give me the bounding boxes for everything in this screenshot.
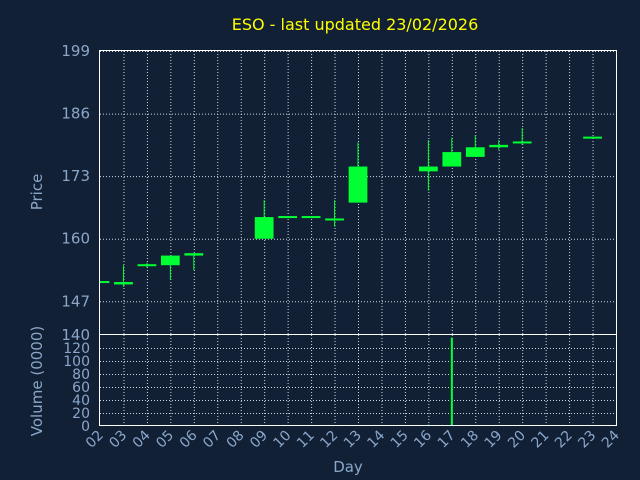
x-tick-label: 08 bbox=[224, 428, 248, 452]
candle-body bbox=[184, 253, 204, 256]
x-tick-label: 07 bbox=[200, 428, 224, 452]
x-tick-label: 18 bbox=[458, 428, 482, 452]
volume-tick-label: 80 bbox=[72, 367, 90, 383]
candle-body bbox=[278, 216, 298, 219]
candle-body bbox=[254, 217, 274, 239]
price-panel: 140 147 160 173 186 199 Price bbox=[28, 42, 617, 344]
candle-body bbox=[114, 282, 133, 285]
candle-body bbox=[512, 141, 532, 144]
x-tick-label: 24 bbox=[599, 427, 623, 451]
x-tick-label: 10 bbox=[271, 428, 295, 452]
x-tick-label: 22 bbox=[552, 428, 576, 452]
candle-body bbox=[100, 281, 110, 284]
x-tick-label: 21 bbox=[529, 428, 553, 452]
volume-axis-label: Volume (0000) bbox=[28, 326, 46, 436]
x-tick-label: 06 bbox=[177, 427, 201, 451]
volume-frame bbox=[99, 334, 617, 426]
x-tick-label: 11 bbox=[294, 428, 318, 452]
candle-body bbox=[465, 147, 485, 157]
x-tick-label: 03 bbox=[106, 428, 130, 452]
volume-bars bbox=[427, 337, 453, 426]
x-tick-label: 04 bbox=[130, 427, 154, 451]
volume-tick-label: 100 bbox=[63, 354, 90, 370]
x-tick-label: 17 bbox=[435, 428, 459, 452]
volume-tick-label: 120 bbox=[63, 341, 90, 357]
candle-body bbox=[442, 152, 462, 167]
candle-body bbox=[137, 264, 157, 267]
price-axis-label: Price bbox=[28, 174, 46, 211]
volume-bar bbox=[450, 337, 453, 426]
candle-body bbox=[583, 136, 602, 139]
price-y-ticks: 140 147 160 173 186 199 bbox=[61, 42, 90, 344]
volume-grid bbox=[100, 335, 616, 426]
x-tick-label: 19 bbox=[482, 428, 506, 452]
price-tick-label: 140 bbox=[61, 326, 90, 344]
candle-body bbox=[348, 166, 368, 203]
volume-tick-label: 40 bbox=[72, 393, 90, 409]
x-tick-label: 23 bbox=[575, 428, 599, 452]
candle-body bbox=[325, 218, 344, 221]
price-tick-label: 147 bbox=[61, 292, 90, 310]
x-tick-label: 05 bbox=[153, 428, 177, 452]
x-tick-label: 09 bbox=[247, 428, 271, 452]
candle-body bbox=[301, 216, 321, 219]
volume-tick-label: 0 bbox=[81, 419, 90, 435]
candle-body bbox=[160, 255, 180, 266]
candles bbox=[100, 128, 602, 287]
chart-title: ESO - last updated 23/02/2026 bbox=[232, 15, 479, 34]
price-tick-label: 186 bbox=[61, 105, 90, 123]
candle-body bbox=[418, 166, 438, 172]
x-tick-label: 15 bbox=[388, 428, 412, 452]
candle-body bbox=[489, 144, 509, 148]
x-tick-label: 20 bbox=[505, 428, 529, 452]
x-tick-label: 14 bbox=[364, 427, 388, 451]
price-tick-label: 173 bbox=[61, 167, 90, 185]
x-axis-ticks: 02 03 04 05 06 07 08 09 10 11 12 13 14 15 16 17 18 19 20 21… bbox=[83, 427, 623, 451]
x-tick-label: 13 bbox=[341, 428, 365, 452]
price-tick-label: 160 bbox=[61, 230, 90, 248]
x-tick-label: 16 bbox=[411, 427, 435, 451]
x-axis-label: Day bbox=[333, 458, 363, 476]
price-tick-label: 199 bbox=[61, 42, 90, 60]
volume-tick-label: 60 bbox=[72, 380, 90, 396]
x-tick-label: 12 bbox=[317, 428, 341, 452]
volume-tick-label: 20 bbox=[72, 406, 90, 422]
